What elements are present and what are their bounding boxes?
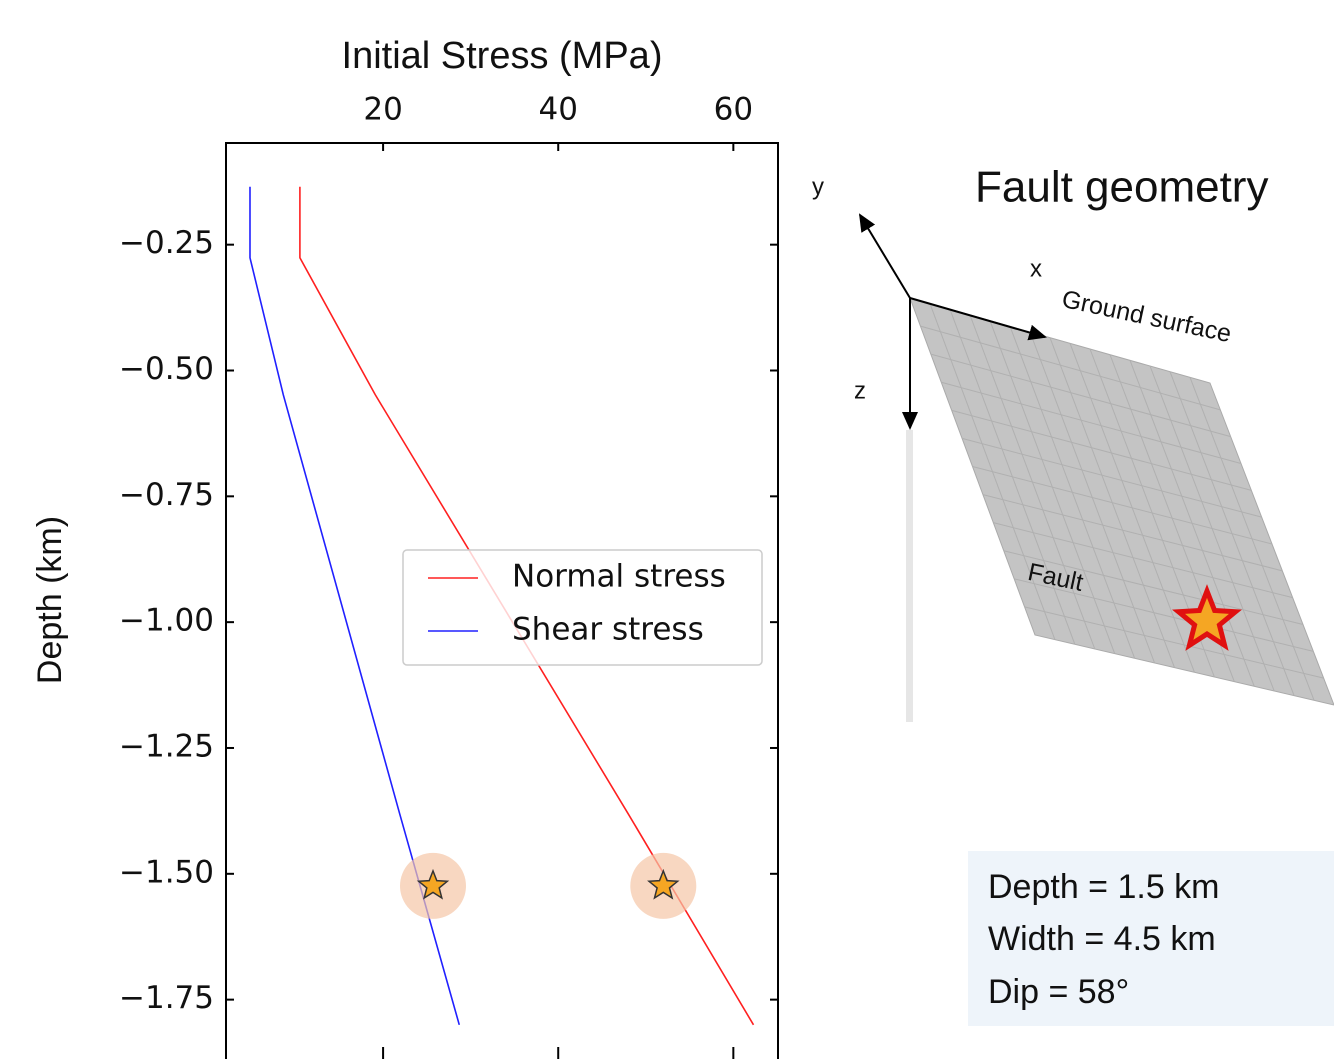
well	[906, 430, 913, 722]
grid-cell	[920, 325, 1221, 411]
hypocenter	[1171, 584, 1243, 651]
marker-star	[416, 868, 450, 900]
y-tick-label: −1.00	[119, 603, 214, 639]
y-tick-label: −1.50	[119, 854, 214, 890]
legend-label: Shear stress	[512, 612, 704, 648]
x-tick-label: 40	[538, 92, 577, 128]
grid-cell	[1024, 606, 1324, 679]
y-tick-label: −0.25	[119, 225, 214, 261]
grid-cell	[1014, 578, 1314, 652]
info-line: Depth = 1.5 km	[988, 868, 1220, 906]
x-axis-title: Initial Stress (MPa)	[342, 35, 663, 77]
x-tick-label: 20	[363, 92, 402, 128]
y-tick-label: −0.50	[119, 351, 214, 387]
grid-cell	[951, 409, 1252, 491]
fault-plane	[909, 297, 1334, 706]
grid-cell	[972, 466, 1273, 545]
grid-cell	[941, 381, 1242, 464]
fault-grid	[920, 303, 1324, 701]
marker-star	[647, 868, 680, 900]
plot-frame	[225, 142, 779, 1059]
axis-label: x	[1030, 255, 1042, 282]
y-tick-label: −1.75	[119, 980, 214, 1016]
x-axis-arrow	[909, 297, 1047, 341]
fault-diagram: y x z Fault geometry Ground surface Faul…	[812, 163, 1334, 1026]
x-tick-label: 60	[714, 92, 753, 128]
info-line: Width = 4.5 km	[988, 920, 1216, 958]
grid-cell	[961, 437, 1262, 518]
y-tick-label: −0.75	[119, 477, 214, 513]
diagram-title: Fault geometry	[975, 163, 1268, 212]
grid-cell	[1003, 550, 1304, 625]
legend-label: Normal stress	[512, 559, 726, 595]
surface-label: Ground surface	[1059, 285, 1233, 348]
y-axis-title: Depth (km)	[31, 516, 69, 684]
axis-label: z	[854, 377, 866, 404]
info-line: Dip = 58°	[988, 973, 1129, 1011]
grid-cell	[993, 522, 1293, 599]
axis-label: y	[812, 173, 824, 200]
y-axis-arrow	[858, 213, 911, 299]
grid-cell	[930, 353, 1231, 438]
info-box	[968, 851, 1334, 1026]
y-tick-label: −1.25	[119, 728, 214, 764]
legend-box	[402, 549, 763, 666]
grid-cell	[982, 494, 1283, 572]
